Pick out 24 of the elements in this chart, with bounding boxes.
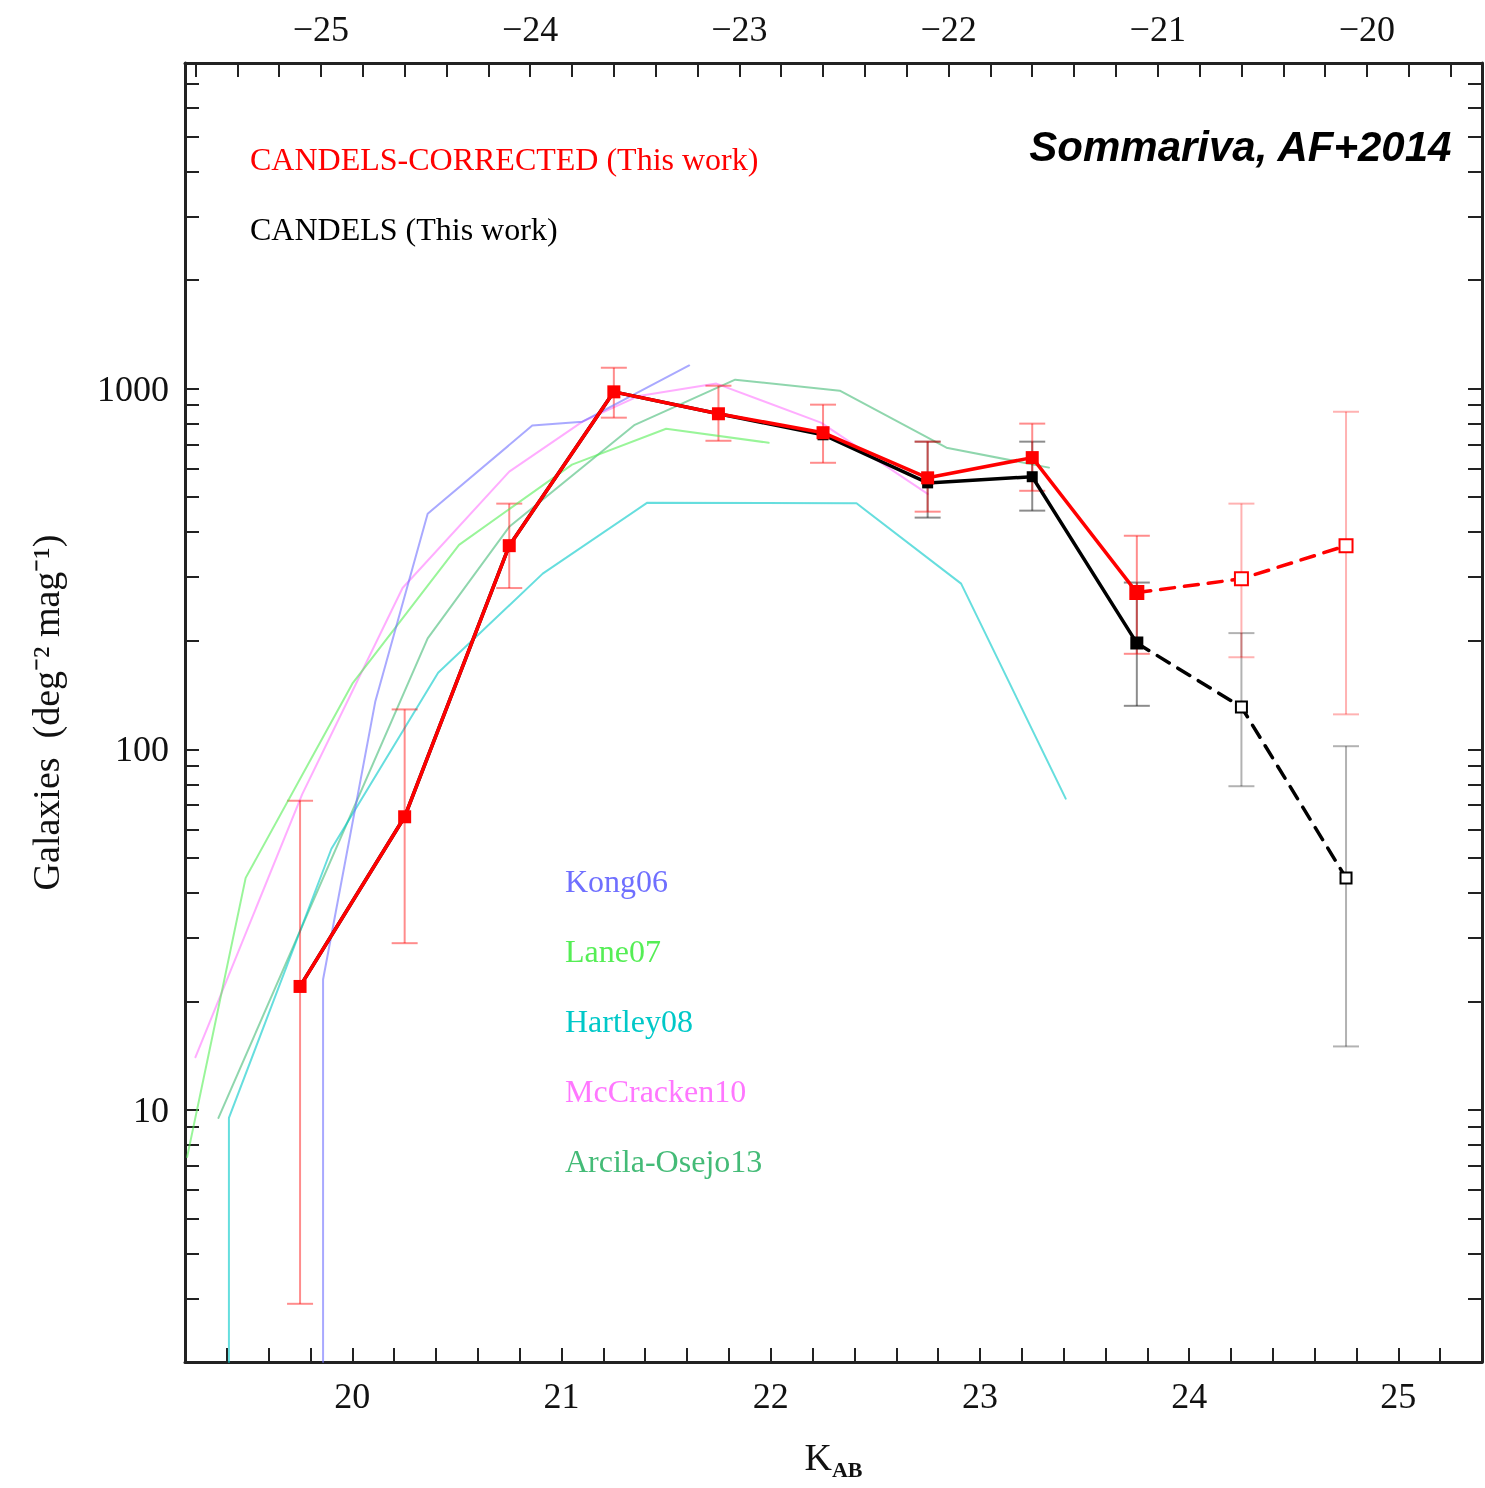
x2-tick-label: −21 bbox=[1129, 9, 1186, 49]
x2-tick-label: −20 bbox=[1338, 9, 1396, 49]
x-tick-label: 25 bbox=[1380, 1376, 1417, 1416]
x2-tick-label: −24 bbox=[502, 9, 559, 49]
x-tick-label: 20 bbox=[334, 1376, 371, 1416]
annotation: Sommariva, AF+2014 bbox=[1029, 122, 1452, 170]
text: Hartley08 bbox=[565, 1003, 693, 1039]
text: CANDELS-CORRECTED (This work) bbox=[250, 141, 759, 177]
x2-tick-label: −22 bbox=[920, 9, 977, 49]
text: Lane07 bbox=[565, 933, 661, 969]
y-axis-title: Galaxies (deg⁻² mag⁻¹) bbox=[25, 534, 68, 891]
text: CANDELS (This work) bbox=[250, 211, 558, 247]
x-tick-label: 23 bbox=[961, 1376, 998, 1416]
x-tick-label: 22 bbox=[752, 1376, 789, 1416]
y-tick-label: 100 bbox=[115, 729, 169, 770]
y-tick-label: 1000 bbox=[97, 368, 169, 409]
x-tick-label: 21 bbox=[543, 1376, 580, 1416]
x-tick-label: 24 bbox=[1171, 1376, 1208, 1416]
x2-tick-label: −23 bbox=[711, 9, 768, 49]
x2-tick-label: −25 bbox=[292, 9, 350, 49]
text: Kong06 bbox=[565, 863, 669, 899]
y-tick-label: 10 bbox=[133, 1089, 169, 1130]
text: Arcila-Osejo13 bbox=[565, 1143, 763, 1179]
text: McCracken10 bbox=[565, 1073, 747, 1109]
